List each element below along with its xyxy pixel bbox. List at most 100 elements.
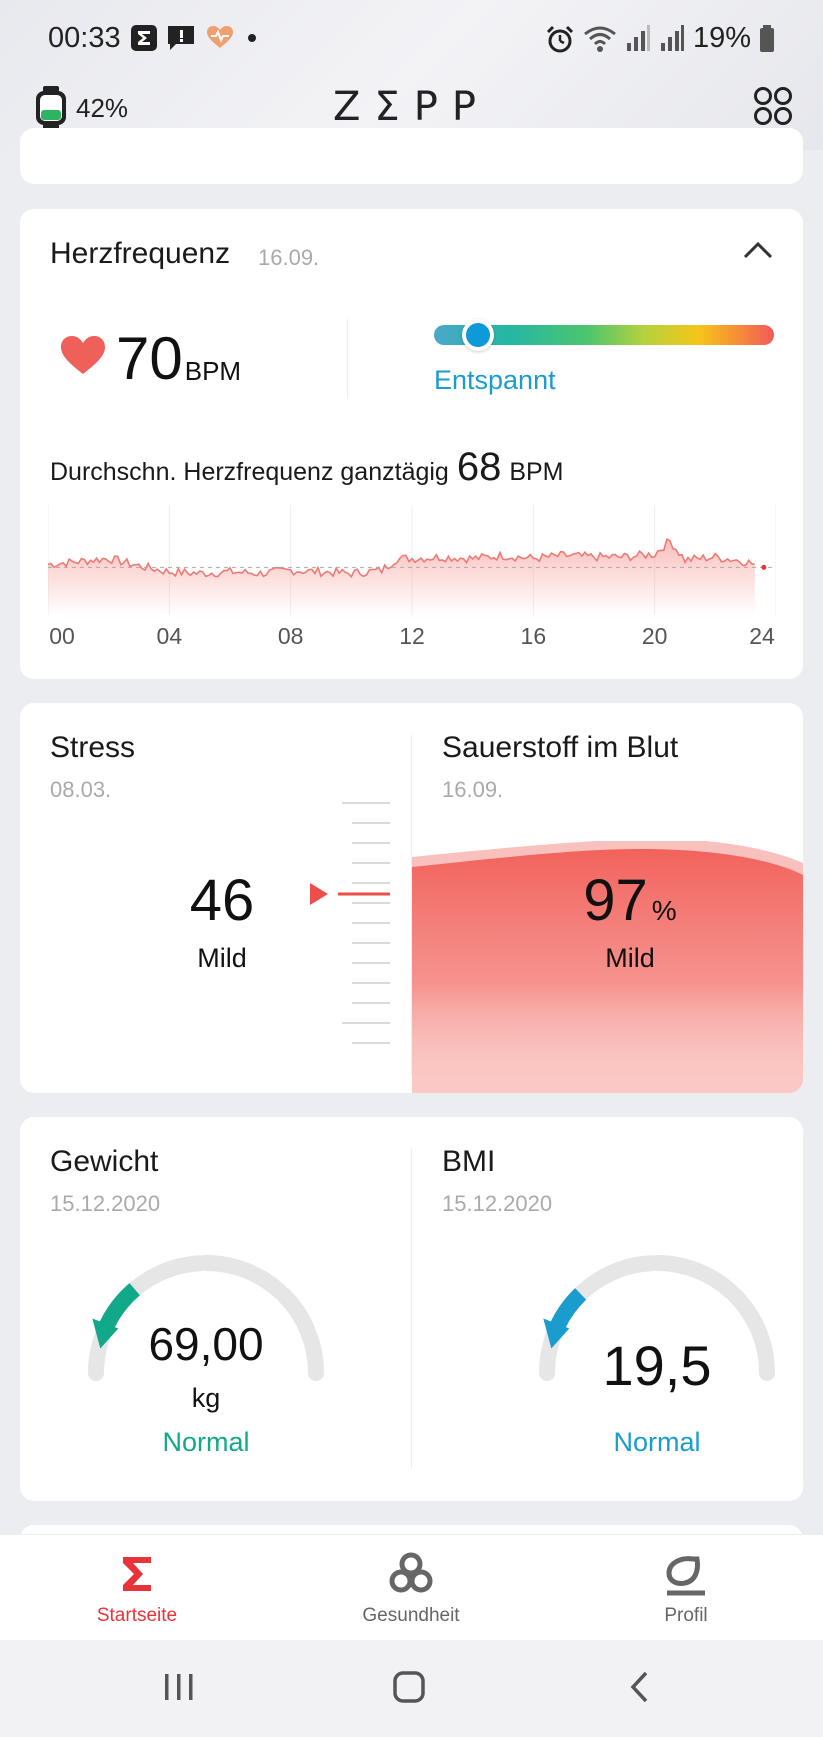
device-status[interactable]: 42% [34, 86, 128, 130]
grid-icon[interactable] [753, 86, 793, 126]
oxygen-label: Mild [605, 943, 655, 973]
average-value: 68 [456, 445, 502, 489]
chevron-up-icon[interactable] [743, 241, 773, 259]
status-bar: 00:33 19% [0, 0, 823, 80]
watch-battery: 42% [76, 92, 129, 123]
time-tick-label: 20 [641, 623, 668, 649]
weight-panel[interactable]: Gewicht 15.12.2020 69,00 kg Normal [20, 1117, 411, 1501]
zone-label: Entspannt [434, 365, 556, 395]
gauge-segment [198, 1255, 288, 1300]
oxygen-wave [412, 841, 803, 1093]
bmi-gauge [539, 1255, 775, 1381]
back-icon[interactable] [624, 1670, 658, 1704]
previous-card[interactable] [20, 128, 803, 184]
time-tick-label: 04 [156, 623, 183, 649]
gauge-segment [649, 1255, 739, 1300]
bottom-navigation: Startseite Gesundheit Profil [0, 1534, 823, 1640]
weight-unit: kg [191, 1383, 221, 1413]
weight-title: Gewicht [50, 1145, 159, 1178]
nav-health-label: Gesundheit [362, 1605, 460, 1626]
oxygen-value-group: 97% [540, 867, 720, 934]
heart-health-icon [207, 26, 233, 48]
wifi-icon [584, 26, 616, 52]
bmi-title: BMI [442, 1145, 496, 1178]
stress-value: 46 [189, 868, 255, 933]
health-icon [389, 1552, 433, 1593]
gauge-segment [275, 1287, 324, 1381]
gauge-pointer-icon [92, 1318, 119, 1349]
dot-icon [248, 34, 256, 42]
divider [411, 735, 412, 1075]
oxygen-unit: % [651, 895, 677, 926]
stress-pointer-icon [310, 883, 328, 905]
time-tick-label: 16 [520, 623, 547, 649]
current-heart-rate: 70 BPM [60, 329, 241, 389]
divider [347, 319, 348, 399]
average-label: Durchschn. Herzfrequenz ganztägig [50, 458, 449, 486]
profile-icon [666, 1556, 705, 1596]
time-tick-label: 08 [277, 623, 304, 649]
card-date: 16.09. [258, 245, 320, 270]
zone-indicator [462, 319, 494, 351]
status-time: 00:33 [48, 22, 121, 54]
status-right: 19% [545, 22, 775, 55]
gauge-active-segment [550, 1288, 587, 1331]
message-icon [168, 26, 194, 50]
battery-percent: 19% [692, 22, 751, 54]
weight-bmi-card: Gewicht 15.12.2020 69,00 kg Normal BMI 1… [20, 1117, 803, 1501]
weight-status: Normal [162, 1427, 250, 1457]
battery-icon [760, 24, 774, 52]
divider [411, 1149, 412, 1469]
app-header: 42% ZΣPP [0, 80, 823, 150]
nav-home-label: Startseite [96, 1605, 178, 1626]
signal-icon [626, 24, 650, 51]
sigma-icon [123, 1557, 151, 1591]
last-reading-dot [761, 564, 767, 570]
bmi-value: 19,5 [602, 1334, 712, 1397]
gauge-segment [726, 1287, 775, 1381]
alarm-icon [546, 25, 574, 52]
time-axis: 00 04 08 12 16 20 24 [48, 623, 776, 653]
stress-date: 08.03. [50, 777, 112, 802]
stress-title: Stress [50, 731, 136, 764]
nav-profile[interactable]: Profil [601, 1549, 771, 1627]
system-navigation-bar [0, 1640, 823, 1737]
stress-label: Mild [197, 943, 247, 973]
gauge-pointer-icon [543, 1318, 570, 1349]
heart-rate-card[interactable]: Herzfrequenz 16.09. 70 BPM Entspannt Dur… [20, 209, 803, 679]
recent-apps-icon[interactable] [162, 1670, 196, 1704]
oxygen-value: 97 [583, 868, 648, 933]
stress-scale [310, 802, 390, 1044]
zepp-sigma-icon [131, 25, 157, 51]
card-title: Herzfrequenz [50, 237, 231, 270]
weight-value: 69,00 [148, 1318, 264, 1370]
oxygen-title: Sauerstoff im Blut [442, 731, 679, 764]
signal-icon [660, 24, 684, 51]
heart-icon [61, 336, 105, 374]
bmi-status: Normal [613, 1427, 701, 1457]
oxygen-date: 16.09. [442, 777, 504, 802]
nav-health[interactable]: Gesundheit [326, 1549, 496, 1627]
app-logo: ZΣPP [333, 84, 490, 130]
bmi-date: 15.12.2020 [442, 1191, 553, 1216]
gauge-active-segment [99, 1283, 141, 1331]
heart-rate-zone-bar [434, 325, 774, 345]
gauge-segment [120, 1255, 209, 1304]
nav-home[interactable]: Startseite [52, 1549, 222, 1627]
stress-panel[interactable]: Stress 08.03. 46 Mild [20, 703, 411, 1093]
heart-rate-line [48, 538, 755, 579]
nav-profile-label: Profil [664, 1605, 708, 1626]
weight-date: 15.12.2020 [50, 1191, 161, 1216]
time-tick-label: 00 [49, 623, 75, 649]
time-tick-label: 24 [749, 623, 775, 649]
time-tick-label: 12 [399, 623, 425, 649]
average-unit: BPM [509, 458, 564, 486]
bmi-panel[interactable]: BMI 15.12.2020 19,5 Normal [412, 1117, 803, 1501]
heart-rate-value: 70 [116, 325, 183, 392]
weight-gauge [88, 1255, 324, 1381]
heart-rate-chart[interactable] [48, 505, 776, 615]
heart-rate-unit: BPM [184, 356, 242, 386]
home-icon[interactable] [392, 1670, 426, 1704]
gauge-segment [571, 1255, 660, 1304]
average-heart-rate: Durchschn. Herzfrequenz ganztägig 68 BPM [50, 445, 564, 490]
